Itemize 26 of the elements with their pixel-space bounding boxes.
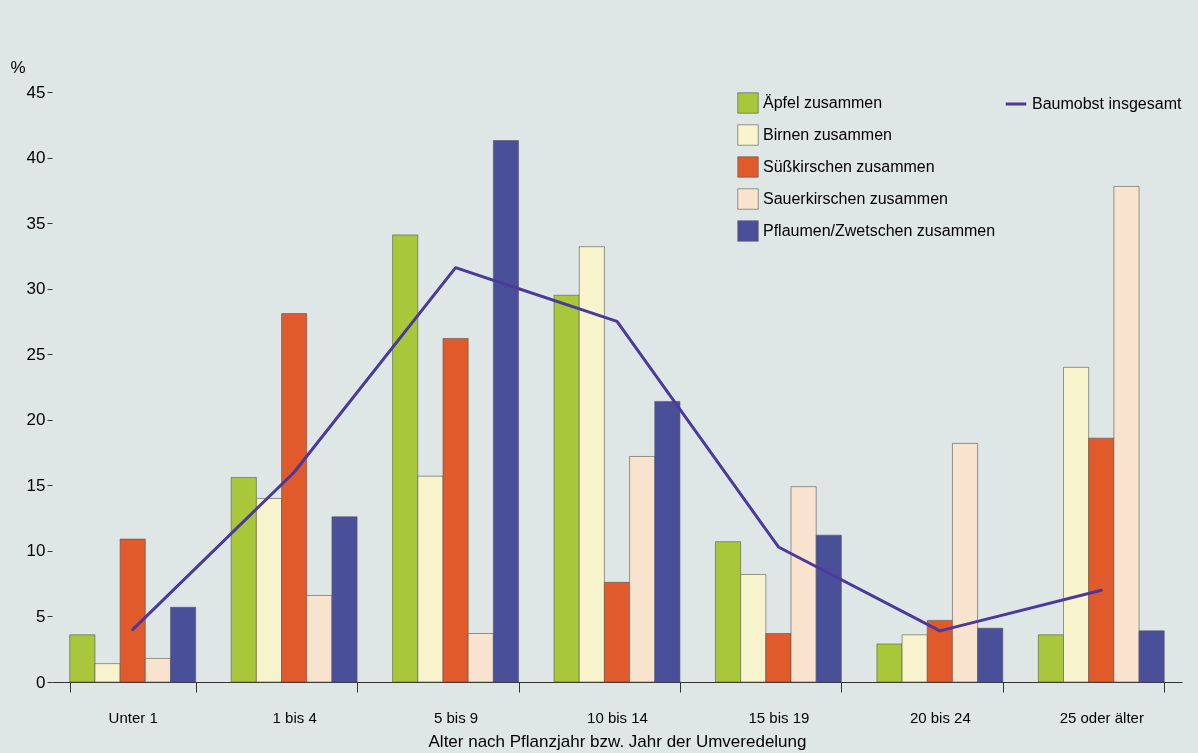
y-tick-label: 20 <box>26 410 46 430</box>
legend-label: Sauerkirschen zusammen <box>763 190 948 207</box>
x-tick-label: 10 bis 14 <box>587 708 648 726</box>
legend-label: Süßkirschen zusammen <box>763 158 935 175</box>
x-tick-label: 5 bis 9 <box>433 708 479 726</box>
y-axis-title: % <box>10 57 26 77</box>
x-tick-label: 1 bis 4 <box>272 708 317 726</box>
y-tick-label: 5 <box>36 606 46 626</box>
x-axis-title: Alter nach Pflanzjahr bzw. Jahr der Umveredelung <box>428 731 807 751</box>
legend-label: Pflaumen/Zwetschen zusammen <box>763 222 996 239</box>
y-tick-label: 45 <box>26 82 46 102</box>
legend-label: Baumobst insgesamt <box>1032 95 1182 112</box>
y-tick-label: 0 <box>36 672 46 692</box>
y-tick-label: 40 <box>26 148 46 168</box>
x-tick-label: 20 bis 24 <box>909 708 971 726</box>
y-tick-label: 10 <box>26 541 46 561</box>
x-tick-label: Unter 1 <box>108 708 158 726</box>
line-series <box>131 266 1103 633</box>
y-tick-label: 35 <box>26 213 46 233</box>
y-tick-label: 25 <box>26 344 46 364</box>
x-tick-label: 15 bis 19 <box>748 708 810 726</box>
y-tick-label: 15 <box>26 475 46 495</box>
legend-label: Äpfel zusammen <box>763 94 883 111</box>
y-tick-label: 30 <box>26 279 46 299</box>
legend-label: Birnen zusammen <box>763 126 892 143</box>
x-tick-label: 25 oder älter <box>1059 708 1144 726</box>
